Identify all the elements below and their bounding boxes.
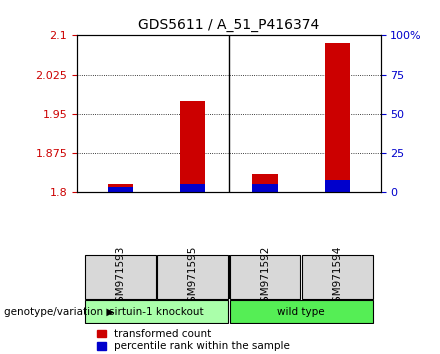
Bar	[180, 184, 205, 192]
Text: GSM971595: GSM971595	[187, 245, 198, 309]
Bar	[252, 174, 278, 192]
Text: wild type: wild type	[277, 307, 325, 316]
Bar	[157, 255, 228, 299]
Bar	[180, 101, 205, 192]
Bar	[108, 188, 133, 192]
Bar	[108, 184, 133, 192]
Bar	[85, 255, 156, 299]
Title: GDS5611 / A_51_P416374: GDS5611 / A_51_P416374	[138, 18, 319, 32]
Text: sirtuin-1 knockout: sirtuin-1 knockout	[109, 307, 204, 316]
Bar	[85, 300, 228, 323]
Text: genotype/variation ▶: genotype/variation ▶	[4, 307, 115, 316]
Bar	[230, 255, 301, 299]
Bar	[325, 179, 350, 192]
Bar	[252, 184, 278, 192]
Bar	[302, 255, 373, 299]
Text: GSM971594: GSM971594	[332, 245, 342, 309]
Bar	[325, 43, 350, 192]
Text: GSM971592: GSM971592	[260, 245, 270, 309]
Text: GSM971593: GSM971593	[115, 245, 125, 309]
Legend: transformed count, percentile rank within the sample: transformed count, percentile rank withi…	[97, 329, 290, 351]
Bar	[230, 300, 373, 323]
